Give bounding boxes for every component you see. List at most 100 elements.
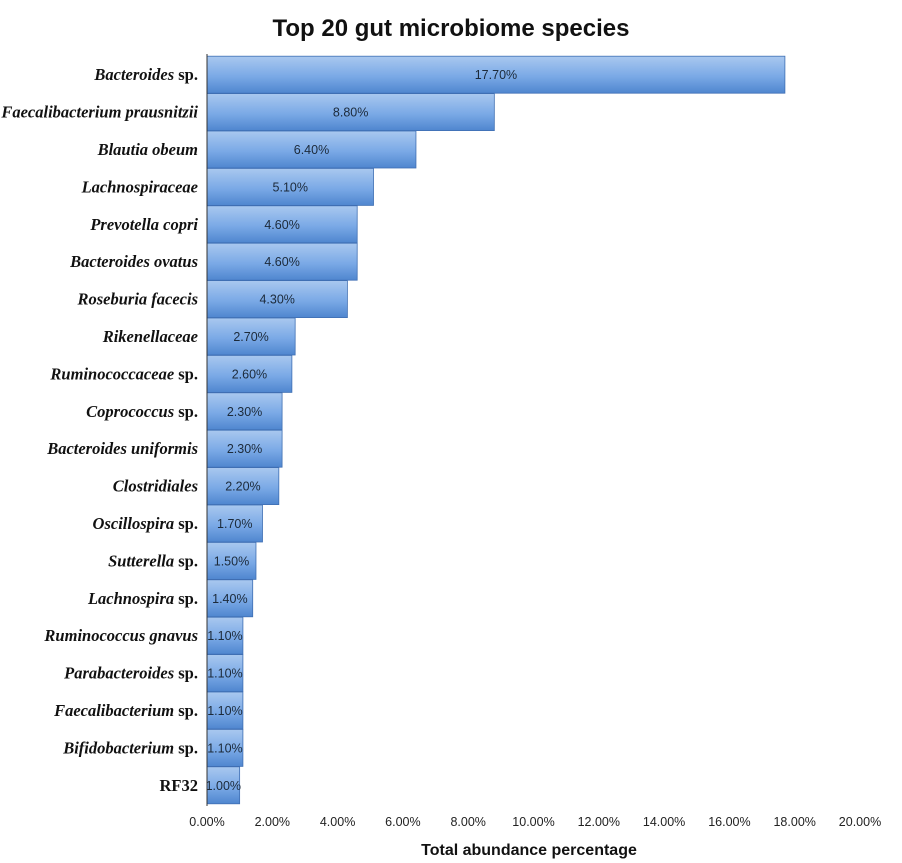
category-label-2: Faecalibacterium prausnitzii <box>0 103 198 122</box>
category-name-italic: Bifidobacterium <box>62 738 174 757</box>
category-label-15: Lachnospira sp. <box>87 589 198 608</box>
category-name-suffix: sp. <box>174 664 198 683</box>
category-label-9: Ruminococcaceae sp. <box>49 364 198 383</box>
category-name-italic: Blautia obeum <box>97 140 199 159</box>
category-name-italic: Parabacteroides <box>63 664 174 683</box>
bar-value-label-7: 4.30% <box>259 293 294 307</box>
category-name-suffix: sp. <box>174 589 198 608</box>
category-name-italic: Coprococcus <box>86 402 174 421</box>
category-name-suffix: sp. <box>174 65 198 84</box>
bar-value-label-16: 1.10% <box>207 629 242 643</box>
category-name-italic: Faecalibacterium prausnitzii <box>0 103 198 122</box>
bar-value-label-19: 1.10% <box>207 741 242 755</box>
category-label-13: Oscillospira sp. <box>93 514 198 533</box>
category-label-19: Bifidobacterium sp. <box>62 738 198 757</box>
bar-value-label-10: 2.30% <box>227 405 262 419</box>
x-tick-label-4: 8.00% <box>450 815 485 829</box>
category-label-8: Rikenellaceae <box>102 327 198 346</box>
bar-10 <box>206 392 283 431</box>
bar-1 <box>206 55 786 94</box>
x-tick-label-5: 10.00% <box>512 815 554 829</box>
category-name-italic: Bacteroides ovatus <box>69 252 198 271</box>
category-name-italic: Bacteroides uniformis <box>46 439 198 458</box>
bar-value-label-2: 8.80% <box>333 106 368 120</box>
x-tick-label-1: 2.00% <box>255 815 290 829</box>
category-label-7: Roseburia facecis <box>76 290 198 309</box>
bar-6 <box>206 242 358 281</box>
category-label-14: Sutterella sp. <box>108 551 198 570</box>
category-name-italic: Sutterella <box>108 551 174 570</box>
category-label-20: RF32 <box>160 776 199 795</box>
bar-20 <box>206 766 241 805</box>
category-labels-group: Bacteroides sp. Faecalibacterium prausnit… <box>0 65 198 795</box>
bar-12 <box>206 467 280 506</box>
bar-value-label-11: 2.30% <box>227 442 262 456</box>
bar-5 <box>206 205 358 244</box>
x-tick-label-9: 18.00% <box>773 815 815 829</box>
bar-value-label-12: 2.20% <box>225 480 260 494</box>
bar-4 <box>206 167 374 206</box>
category-name-italic: Oscillospira <box>93 514 175 533</box>
bar-value-label-15: 1.40% <box>212 592 247 606</box>
chart-title: Top 20 gut microbiome species <box>273 15 630 42</box>
bar-3 <box>206 130 417 169</box>
x-axis-ticks-group: 0.00% 2.00% 4.00% 6.00% 8.00% 10.00% 12.00% 14.… <box>189 815 881 829</box>
category-name-suffix: sp. <box>174 551 198 570</box>
category-name-italic: Lachnospira <box>87 589 174 608</box>
category-label-6: Bacteroides ovatus <box>69 252 198 271</box>
x-axis-label: Total abundance percentage <box>421 842 637 859</box>
bar-2 <box>206 93 495 131</box>
x-tick-label-8: 16.00% <box>708 815 750 829</box>
category-label-3: Blautia obeum <box>97 140 199 159</box>
category-label-4: Lachnospiraceae <box>81 177 198 196</box>
category-label-12: Clostridiales <box>113 477 198 496</box>
category-label-11: Bacteroides uniformis <box>46 439 198 458</box>
bar-15 <box>206 579 254 618</box>
bar-11 <box>206 429 283 468</box>
bar-value-label-6: 4.60% <box>264 255 299 269</box>
bar-value-label-14: 1.50% <box>214 554 249 568</box>
bar-13 <box>206 504 263 543</box>
bar-value-label-20: 1.00% <box>206 779 241 793</box>
x-tick-label-6: 12.00% <box>578 815 620 829</box>
category-label-16: Ruminococcus gnavus <box>43 626 198 645</box>
bars-group: 17.70% 8.80% 6.40% 5.10% 4.60% 4.60% 4.30% 2.70… <box>206 55 786 805</box>
x-tick-label-3: 6.00% <box>385 815 420 829</box>
category-name-suffix: sp. <box>174 701 198 720</box>
bar-value-label-17: 1.10% <box>207 667 242 681</box>
category-label-10: Coprococcus sp. <box>86 402 198 421</box>
bar-19 <box>206 729 244 767</box>
bar-value-label-13: 1.70% <box>217 517 252 531</box>
category-name-italic: Lachnospiraceae <box>81 177 198 196</box>
category-label-5: Prevotella copri <box>89 215 198 234</box>
category-name-italic: Ruminococcus gnavus <box>43 626 198 645</box>
bar-value-label-5: 4.60% <box>264 218 299 232</box>
category-label-18: Faecalibacterium sp. <box>53 701 198 720</box>
bar-value-label-8: 2.70% <box>233 330 268 344</box>
bar-value-label-1: 17.70% <box>475 68 517 82</box>
x-tick-label-7: 14.00% <box>643 815 685 829</box>
x-tick-label-2: 4.00% <box>320 815 355 829</box>
category-name-suffix: sp. <box>174 514 198 533</box>
category-label-1: Bacteroides sp. <box>93 65 198 84</box>
bar-value-label-9: 2.60% <box>232 367 267 381</box>
bar-value-label-4: 5.10% <box>273 180 308 194</box>
category-name-italic: Ruminococcaceae <box>49 364 174 383</box>
category-name-suffix: RF32 <box>160 776 199 795</box>
category-name-suffix: sp. <box>174 364 198 383</box>
x-tick-label-0: 0.00% <box>189 815 224 829</box>
bar-value-label-3: 6.40% <box>294 143 329 157</box>
category-name-italic: Bacteroides <box>93 65 174 84</box>
category-name-suffix: sp. <box>174 738 198 757</box>
category-name-italic: Prevotella copri <box>89 215 198 234</box>
bar-14 <box>206 542 257 580</box>
category-name-italic: Faecalibacterium <box>53 701 174 720</box>
category-name-italic: Rikenellaceae <box>102 327 198 346</box>
bar-value-label-18: 1.10% <box>207 704 242 718</box>
category-name-suffix: sp. <box>174 402 198 421</box>
x-tick-label-10: 20.00% <box>839 815 881 829</box>
category-label-17: Parabacteroides sp. <box>63 664 198 683</box>
category-name-italic: Clostridiales <box>113 477 198 496</box>
